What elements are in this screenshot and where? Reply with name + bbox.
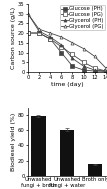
Glycerol (PH) [83,65,84,67]
Glycerol (PG) [105,67,107,69]
Y-axis label: Carbon source (g/L): Carbon source (g/L) [11,7,16,69]
X-axis label: time (day): time (day) [51,82,83,87]
Glucose (PH) [83,69,84,71]
Bar [31,116,46,176]
Line: Glucose (PG): Glucose (PG) [26,32,107,73]
Bar [88,164,102,176]
Glycerol (PH) [50,36,51,38]
Glucose (PG) [83,61,84,64]
Glucose (PG) [61,46,62,48]
Glucose (PG) [72,53,73,56]
Glycerol (PH) [38,30,40,32]
Glycerol (PG) [72,42,73,44]
Glycerol (PH) [72,57,73,60]
Glucose (PH) [61,51,62,54]
Line: Glucose (PH): Glucose (PH) [26,32,107,73]
Glucose (PG) [38,32,40,34]
Legend: Glucose (PH), Glucose (PG), Glycerol (PH), Glycerol (PG): Glucose (PH), Glucose (PG), Glycerol (PH… [60,5,105,30]
Glycerol (PG) [61,36,62,38]
Glycerol (PG) [83,47,84,50]
Glucose (PH) [38,32,40,34]
Y-axis label: Biodiesel yield (%): Biodiesel yield (%) [11,112,16,171]
Glycerol (PG) [94,55,95,58]
Glucose (PG) [94,67,95,69]
Line: Glycerol (PH): Glycerol (PH) [26,12,107,73]
Glucose (PH) [72,65,73,67]
Glycerol (PH) [61,44,62,46]
Glycerol (PH) [27,12,28,15]
Glycerol (PH) [94,69,95,71]
Glucose (PG) [105,70,107,72]
Glucose (PH) [50,38,51,40]
Glucose (PH) [94,70,95,72]
Glucose (PH) [105,70,107,73]
Glycerol (PG) [50,32,51,34]
Glycerol (PG) [38,28,40,30]
Bar [60,129,74,176]
Glucose (PH) [27,32,28,34]
Glycerol (PH) [105,70,107,72]
Line: Glycerol (PG): Glycerol (PG) [26,12,107,70]
Glucose (PG) [50,38,51,40]
Glucose (PG) [27,32,28,34]
Glycerol (PG) [27,12,28,15]
